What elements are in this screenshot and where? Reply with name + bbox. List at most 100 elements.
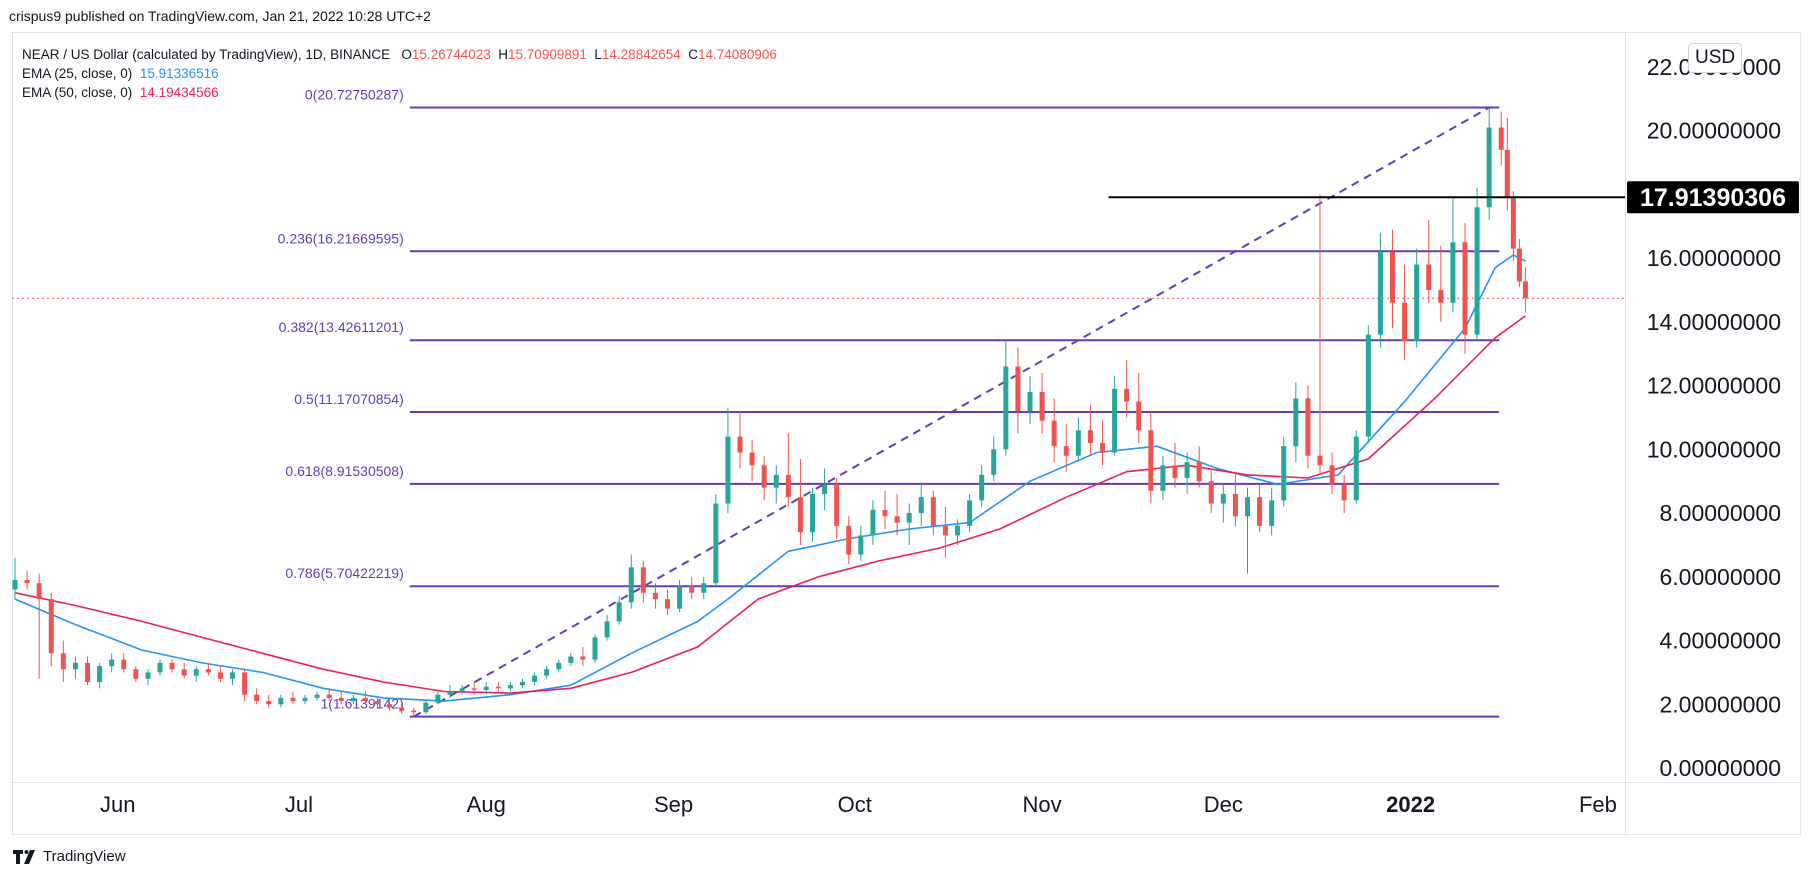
candle-body [1522,281,1528,299]
candle-body [1208,481,1214,504]
candle-body [387,704,393,708]
candle-body [1087,430,1093,443]
y-tick-label: 14.00000000 [1647,309,1781,335]
candle-body [1353,436,1359,501]
y-tick-label: 4.00000000 [1659,628,1781,654]
candle [640,560,646,603]
candle-body [290,697,296,702]
candle-body [628,567,634,603]
candle [834,478,840,539]
candle-body [230,672,235,679]
chart-frame [12,32,1801,835]
candle-body [97,666,103,682]
candle-body [1504,149,1510,198]
legend-symbol-row[interactable]: NEAR / US Dollar (calculated by TradingV… [22,45,777,64]
candle [375,697,380,708]
candle [1329,452,1335,494]
candle [97,662,103,689]
x-tick-label: Jul [285,792,313,817]
footer-brand[interactable]: TradingView [13,848,126,865]
candle [435,691,441,705]
x-tick-label: Feb [1579,792,1617,817]
candle [628,554,634,609]
candle [1136,372,1142,443]
resistance-price-label: 17.91390306 [1640,184,1786,212]
candle-body [314,694,320,698]
x-tick-label: Sep [654,792,693,817]
candle [1112,376,1118,456]
candle [387,701,393,711]
candle [24,570,30,590]
candle [1516,239,1522,287]
legend-ema50-row[interactable]: EMA (50, close, 0) 14.19434566 [22,83,777,102]
candle [1184,452,1190,494]
candle-body [604,621,610,638]
candle [1172,442,1178,488]
currency-button[interactable]: USD [1688,43,1743,73]
candle-body [350,697,356,702]
candle-body [1510,197,1516,249]
candle-body [580,656,586,660]
candle-body [411,710,417,713]
candle [810,487,815,542]
legend-low: 14.28842654 [601,47,681,62]
candle-body [1148,430,1154,491]
candle-body [471,688,477,690]
candle-body [882,509,888,517]
candle [1232,471,1238,526]
candle [1087,404,1093,456]
candle-body [1051,420,1057,447]
candle-body [254,694,260,702]
candle-body [979,474,985,501]
candle-body [1172,465,1178,479]
candle [967,493,973,533]
candle [1474,188,1480,342]
candle [254,688,260,705]
candle-body [797,497,803,533]
candle-body [1474,207,1480,335]
x-tick-label: 2022 [1386,792,1435,817]
legend-ema25-row[interactable]: EMA (25, close, 0) 15.91336516 [22,64,777,83]
candle [761,455,767,501]
candle [60,640,66,682]
legend-symbol: NEAR / US Dollar (calculated by TradingV… [22,47,391,62]
candle [1208,468,1214,514]
candle [423,701,429,714]
candle [157,659,163,676]
candle-body [109,659,115,667]
candle [181,662,187,679]
fib-level-label: 0(20.72750287) [305,87,404,103]
candle [1341,474,1347,514]
candle-body [1257,497,1263,526]
candle [145,669,151,686]
candle-body [1317,455,1323,466]
candle-body [1124,388,1130,402]
legend-close: 14.74080906 [698,47,777,62]
candle [870,500,876,545]
candle-body [1027,392,1033,412]
candle-body [495,686,501,689]
candle [205,662,211,676]
candle [133,666,139,682]
candle-body [85,662,90,682]
candle [350,694,356,705]
candle [882,490,888,530]
candle-body [1329,465,1335,485]
candle-body [1003,366,1009,450]
candle [979,465,985,507]
candle [797,458,803,545]
candle [1015,347,1021,434]
candle [109,653,115,673]
candle [1305,385,1311,469]
candle-body [193,669,199,676]
candle [1414,248,1420,348]
candle-body [12,580,18,590]
candle [1498,111,1504,166]
candle [399,704,405,714]
candle-body [532,675,538,682]
fib-level-label: 0.618(8.91530508) [285,463,403,479]
candle [459,685,465,695]
legend-c-label: C [688,47,699,62]
candle-body [991,449,997,475]
